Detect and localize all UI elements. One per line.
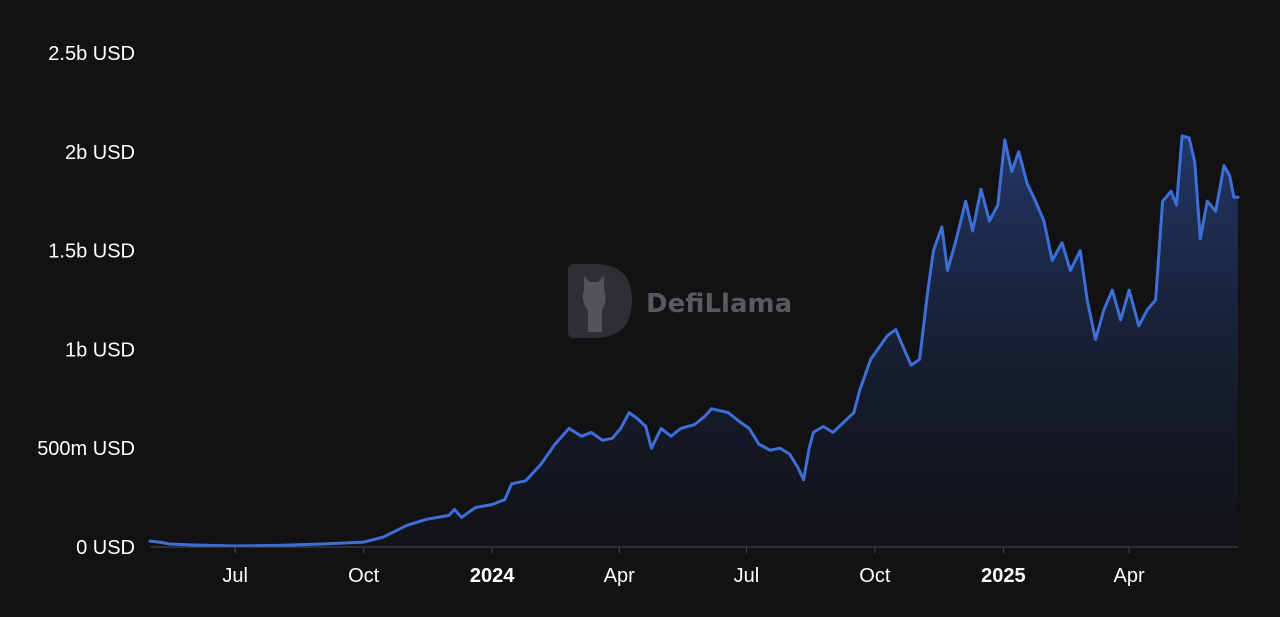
x-tick-label: Oct <box>859 565 891 587</box>
x-tick-label: 2024 <box>470 565 515 587</box>
x-tick-label: Apr <box>1113 565 1144 587</box>
x-axis: Jul Oct 2024 Apr Jul Oct 2025 Apr <box>222 547 1145 587</box>
llama-head-icon <box>582 276 606 332</box>
tvl-line <box>148 134 1240 548</box>
x-tick-label: 2025 <box>981 565 1026 587</box>
y-tick-label: 1.5b USD <box>48 241 135 263</box>
tvl-area-fill <box>150 136 1238 547</box>
x-tick-label: Apr <box>604 565 635 587</box>
y-tick-label: 1b USD <box>65 339 135 361</box>
y-tick-label: 500m USD <box>37 438 135 460</box>
y-tick-label: 2b USD <box>65 142 135 164</box>
watermark-text: DefiLlama <box>646 289 792 319</box>
y-axis: 0 USD 500m USD 1b USD 1.5b USD 2b USD 2.5b US… <box>37 43 135 559</box>
watermark: DefiLlama <box>568 264 792 338</box>
x-tick-label: Oct <box>348 565 380 587</box>
x-tick-label: Jul <box>734 565 760 587</box>
y-tick-label: 2.5b USD <box>48 43 135 65</box>
y-tick-label: 0 USD <box>76 537 135 559</box>
x-tick-label: Jul <box>222 565 248 587</box>
